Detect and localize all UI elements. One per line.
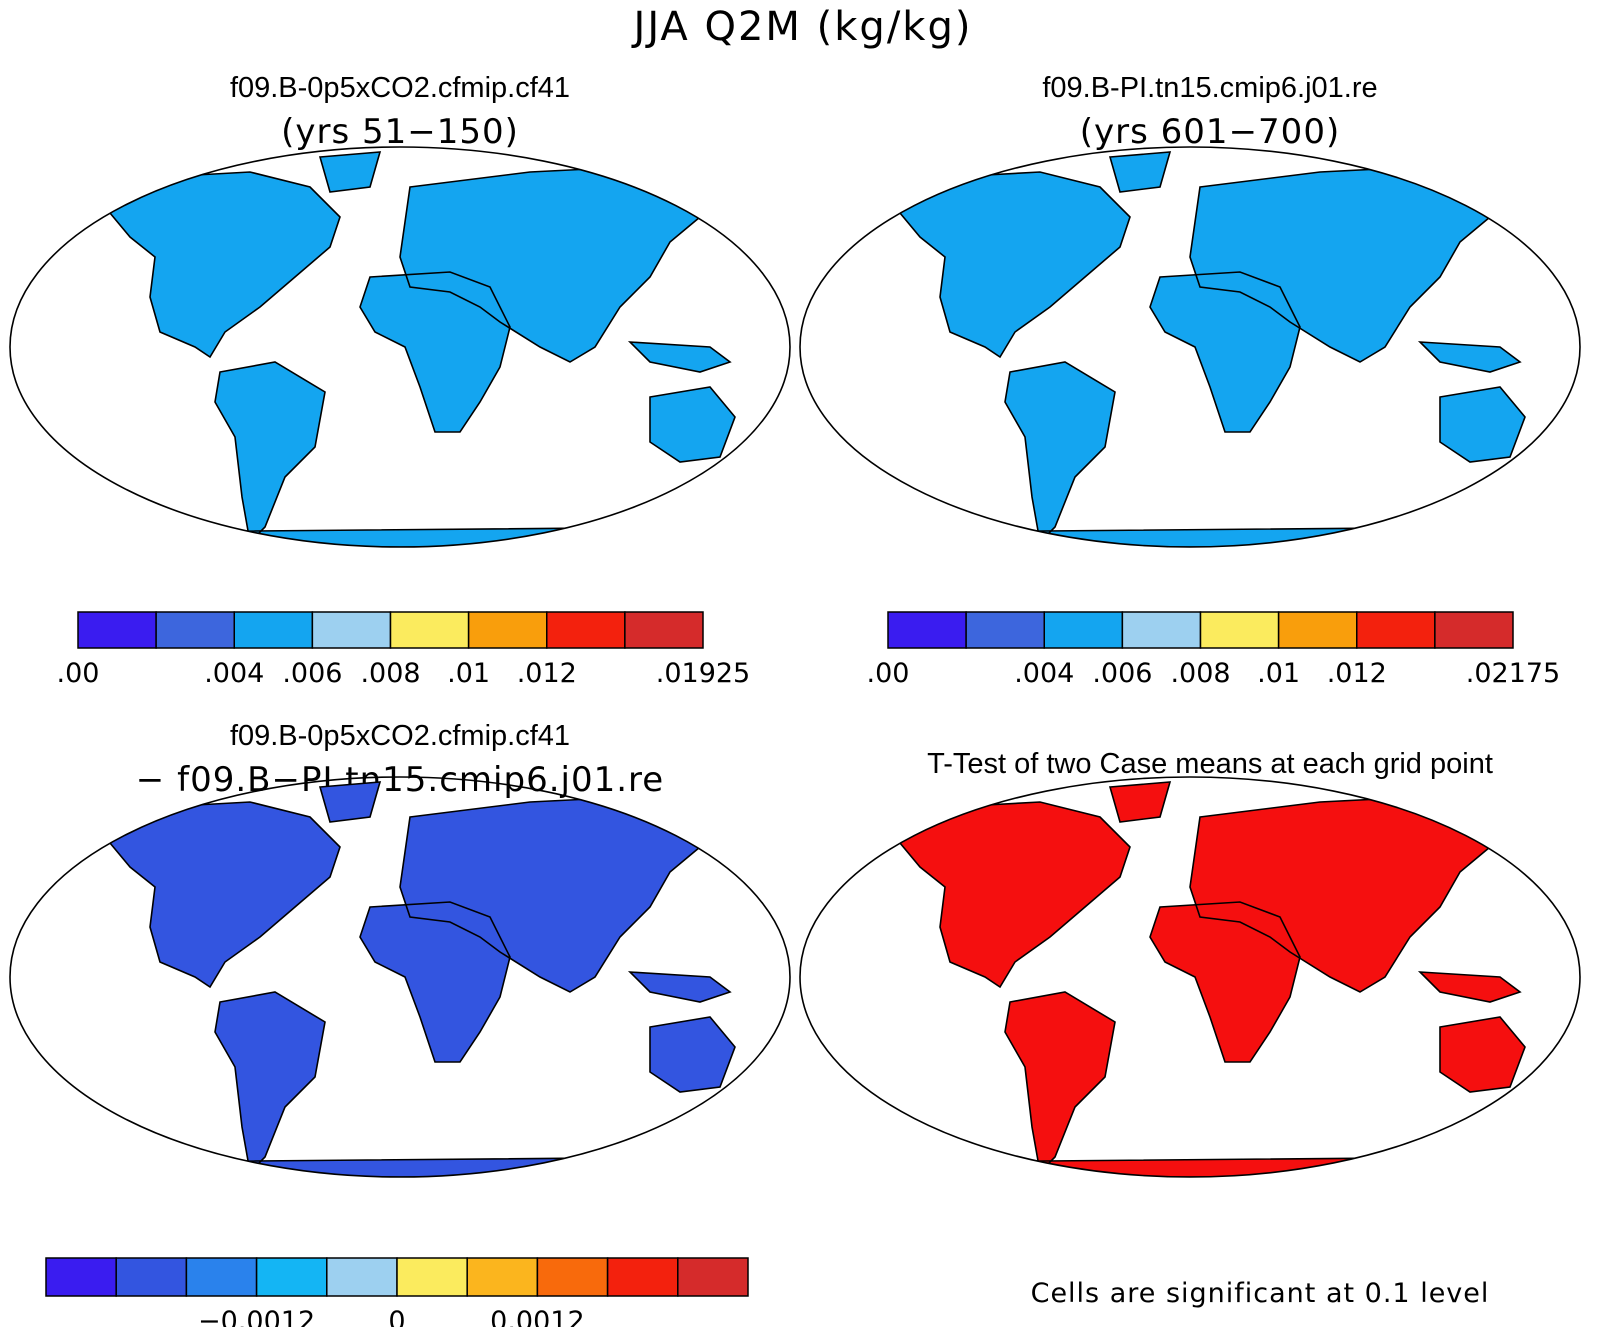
cb-top-right-tick-label: .006 [1092, 658, 1152, 689]
map-bottom-left-border [9, 776, 791, 1178]
top-right-title: f09.B-PI.tn15.cmip6.j01.re [1042, 72, 1378, 104]
cb-top-right-tick-label: .004 [1014, 658, 1074, 689]
cb-top-left-swatch [467, 611, 548, 649]
map-bottom-right-border [799, 776, 1581, 1178]
map-top-right [799, 146, 1581, 548]
cb-top-right-swatch [1356, 611, 1436, 649]
cb-top-right-tick-label: .01 [1257, 658, 1300, 689]
cb-top-left-swatch [624, 611, 704, 649]
cb-bottom-left-swatch [677, 1257, 749, 1297]
cb-top-left-tick-label: .006 [282, 658, 342, 689]
cb-top-left-tick-label: .01 [447, 658, 490, 689]
map-bottom-right [799, 776, 1581, 1178]
cb-top-left-swatch [546, 611, 626, 649]
cb-bottom-left-swatch [606, 1257, 679, 1297]
cb-top-left-tick-label: .004 [204, 658, 264, 689]
map-top-left-band [105, 152, 750, 195]
cb-top-left-tick-label: .01925 [656, 658, 750, 689]
cb-top-left-swatch [389, 611, 470, 649]
cb-bottom-left-swatch [396, 1257, 468, 1297]
cb-top-left-swatch [155, 611, 235, 649]
map-bottom-left [9, 776, 791, 1178]
colorbar-bottom-left: −0.0012 0 0.0012 [45, 1257, 749, 1327]
map-bottom-right-land-layer [895, 782, 1540, 1177]
map-bottom-left-band [105, 1089, 750, 1137]
cb-top-left-swatch [77, 611, 157, 649]
cb-top-left-swatch [311, 611, 392, 649]
cb-bottom-left-tick-label: 0 [388, 1306, 405, 1327]
cb-top-left-tick-label: .00 [57, 658, 100, 689]
bottom-left-title: f09.B-0p5xCO2.cfmip.cf41 [229, 720, 571, 752]
cb-bottom-left-tick-label: −0.0012 [198, 1306, 315, 1327]
figure-title: JJA Q2M (kg/kg) [633, 4, 973, 50]
colorbar-top-right: .00 .004 .006 .008 .01 .012 .02175 [867, 611, 1560, 689]
cb-top-right-swatch [887, 611, 967, 649]
map-top-left-land-layer [105, 152, 750, 547]
significance-note: Cells are significant at 0.1 level [1030, 1278, 1490, 1309]
cb-top-right-tick-label: .02175 [1466, 658, 1560, 689]
cb-bottom-left-swatch [115, 1257, 188, 1297]
cb-bottom-left-swatch [536, 1257, 609, 1297]
cb-bottom-left-swatch [326, 1257, 398, 1297]
cb-bottom-left-swatch [255, 1257, 328, 1297]
map-top-right-band [895, 152, 1540, 195]
cb-bottom-left-tick-label: 0.0012 [490, 1306, 584, 1327]
cb-top-left-tick-label: .012 [517, 658, 577, 689]
map-bottom-left-land-layer [105, 782, 750, 1177]
top-left-subtitle: (yrs 51−150) [281, 112, 519, 152]
cb-top-right-swatch [1277, 611, 1358, 649]
cb-top-right-swatch [1199, 611, 1280, 649]
map-top-left-border [9, 146, 791, 548]
map-top-left [9, 146, 791, 548]
cb-top-right-swatch [1434, 611, 1514, 649]
cb-top-right-swatch [965, 611, 1045, 649]
cb-top-right-swatch [1043, 611, 1124, 649]
cb-top-right-swatch [1121, 611, 1202, 649]
bottom-right-title: T-Test of two Case means at each grid po… [927, 748, 1493, 780]
cb-top-right-tick-label: .00 [867, 658, 910, 689]
cb-bottom-left-swatch [466, 1257, 539, 1297]
map-top-right-land-layer [895, 152, 1540, 547]
top-left-title: f09.B-0p5xCO2.cfmip.cf41 [229, 72, 571, 104]
cb-top-left-tick-label: .008 [360, 658, 420, 689]
bottom-left-subtitle: − f09.B−PI.tn15.cmip6.j01.re [135, 760, 665, 800]
cb-top-right-tick-label: .008 [1170, 658, 1230, 689]
top-right-subtitle: (yrs 601−700) [1079, 112, 1341, 152]
cb-bottom-left-swatch [45, 1257, 117, 1297]
cb-top-right-tick-label: .012 [1327, 658, 1387, 689]
map-top-right-border [799, 146, 1581, 548]
colorbar-top-left: .00 .004 .006 .008 .01 .012 .01925 [57, 611, 750, 689]
cb-bottom-left-swatch [185, 1257, 258, 1297]
cb-top-left-swatch [233, 611, 314, 649]
